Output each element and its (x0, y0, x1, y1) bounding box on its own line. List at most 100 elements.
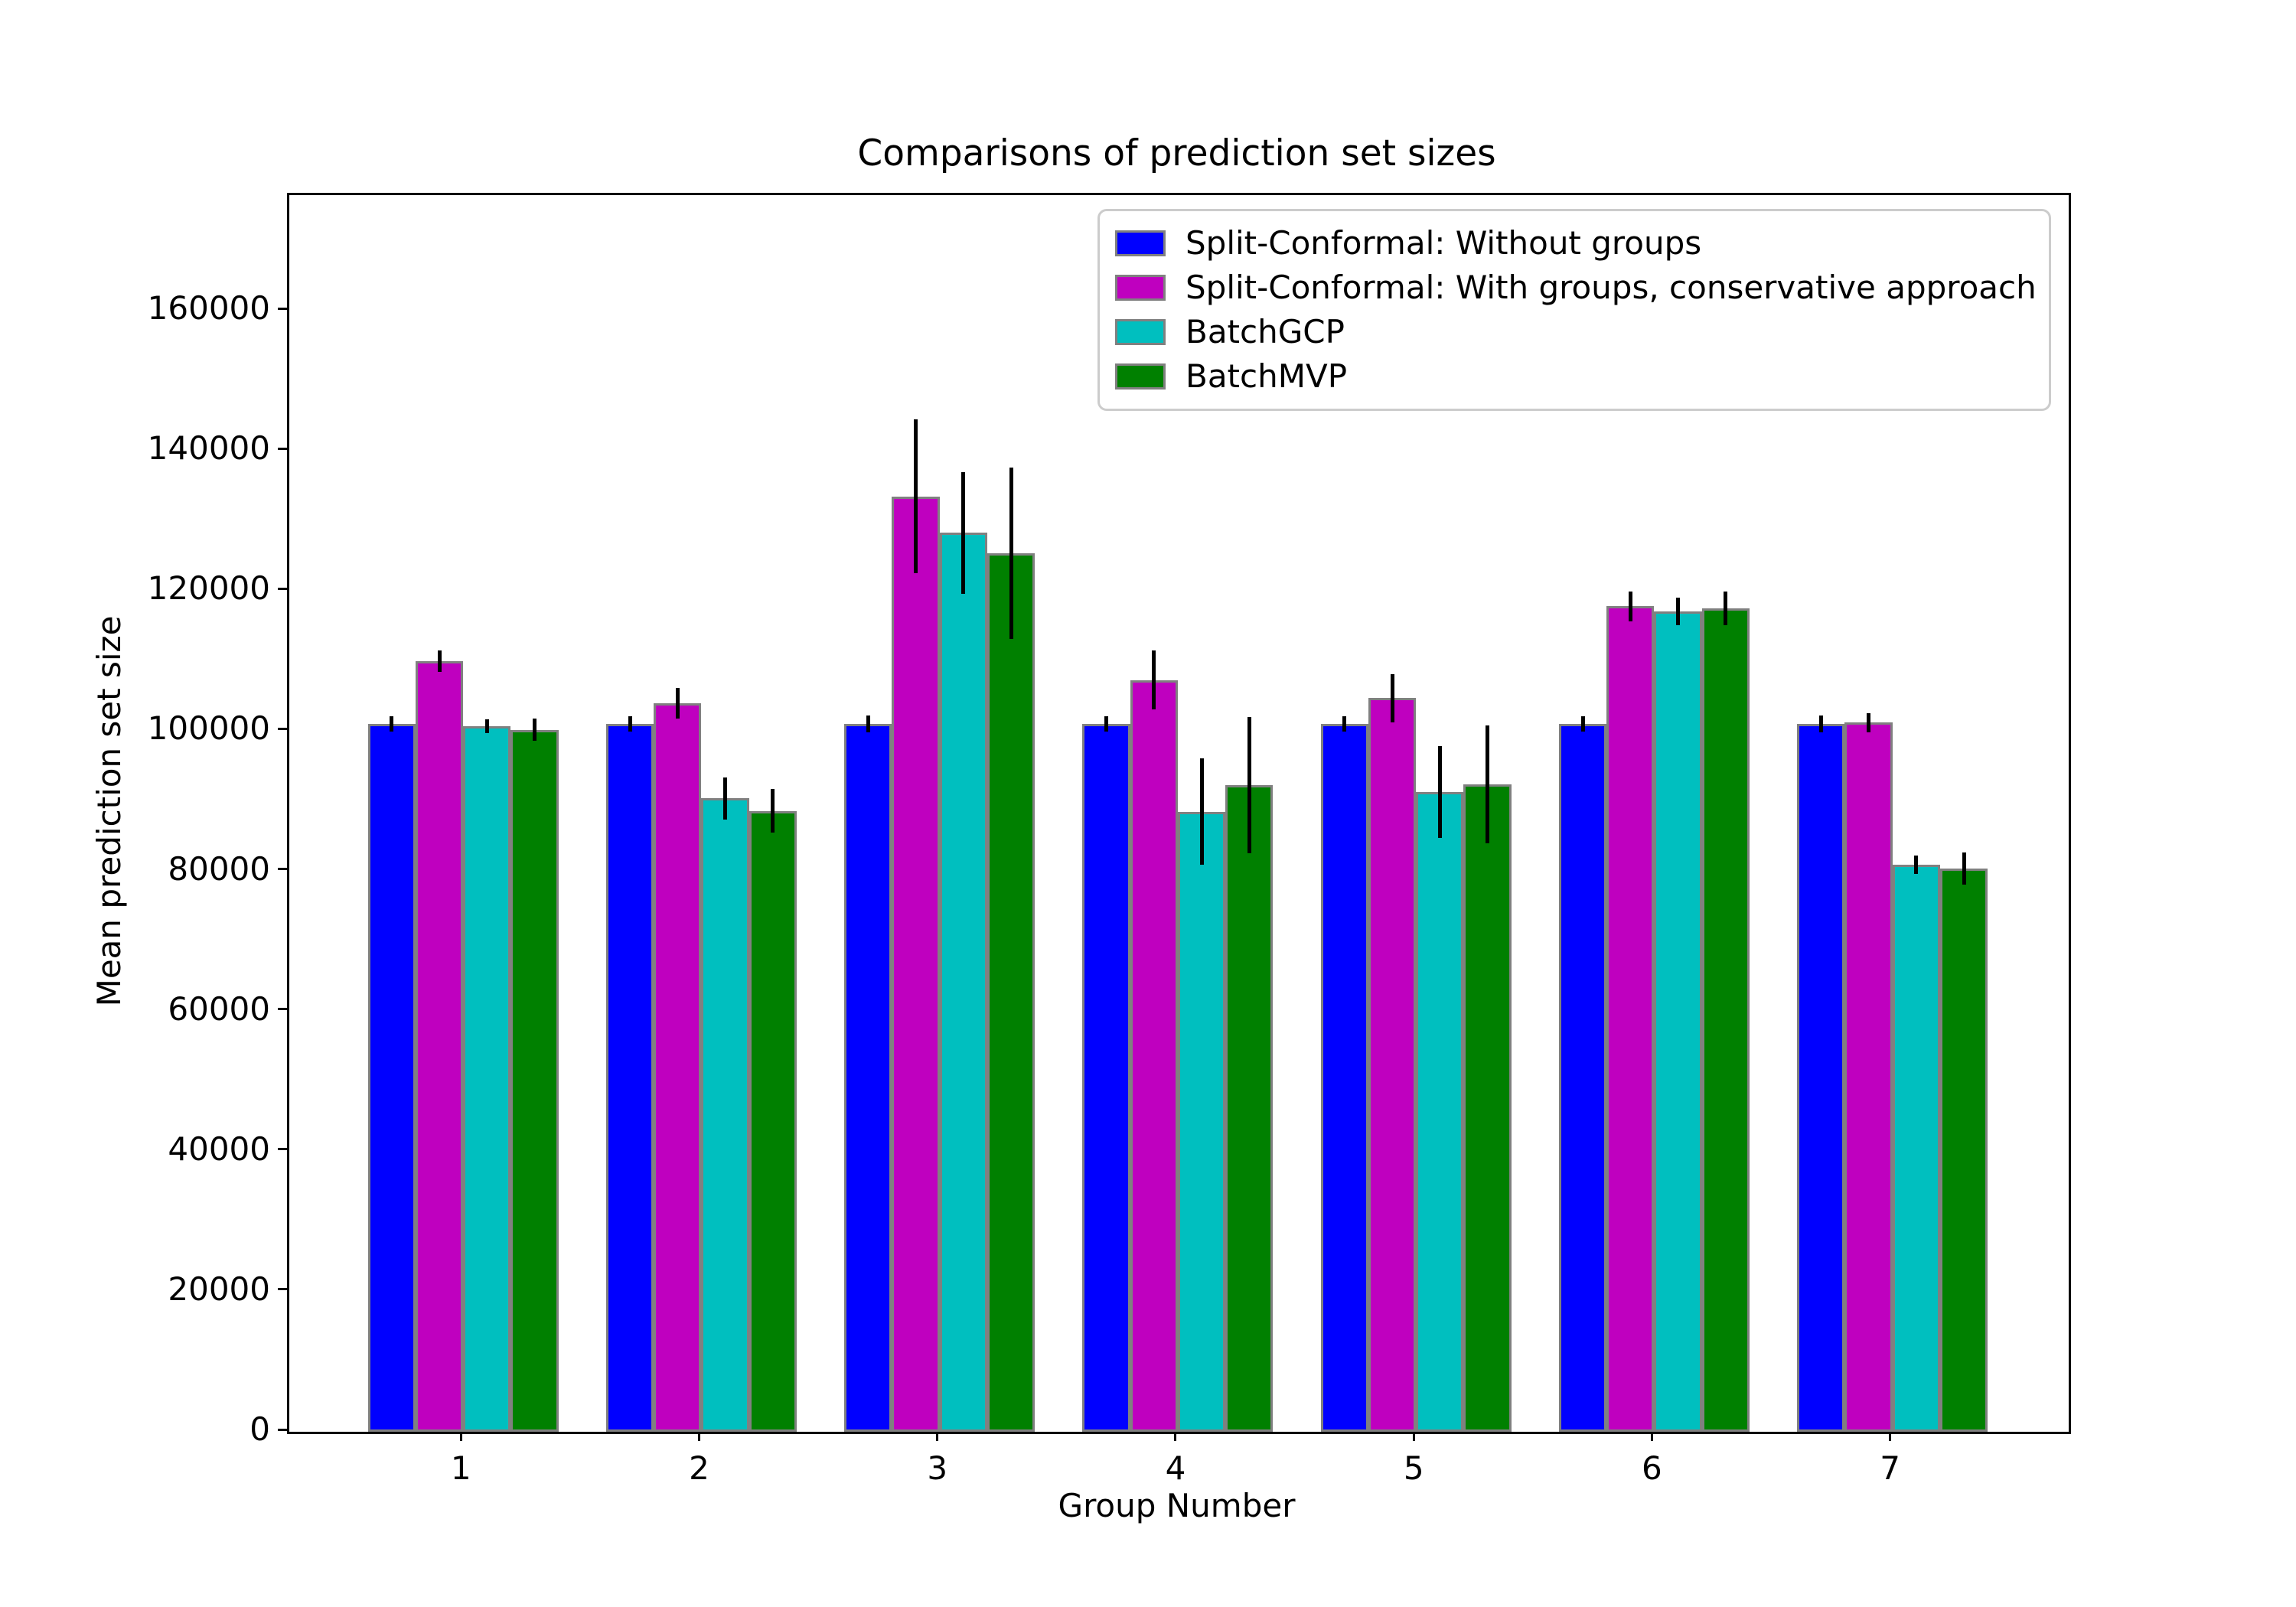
bar-group6-series1 (1558, 724, 1607, 1432)
bar-group3-series4 (987, 553, 1035, 1432)
legend-swatch-icon-2 (1115, 275, 1166, 301)
bar-group1-series2 (415, 660, 464, 1432)
error-bar-group1-series4 (533, 718, 537, 742)
x-tick-mark-4 (1174, 1432, 1177, 1441)
y-tick-label-160000: 160000 (147, 289, 270, 328)
y-tick-mark-140000 (278, 447, 287, 450)
bar-group5-series4 (1463, 784, 1512, 1432)
x-tick-label-5: 5 (1403, 1449, 1424, 1487)
bar-group4-series4 (1225, 784, 1274, 1432)
bar-group7-series2 (1844, 722, 1893, 1432)
error-bar-group7-series4 (1962, 852, 1966, 885)
y-tick-mark-80000 (278, 868, 287, 871)
error-bar-group7-series2 (1867, 712, 1871, 733)
x-tick-label-7: 7 (1880, 1449, 1901, 1487)
error-bar-group1-series1 (390, 716, 394, 732)
bar-group1-series1 (367, 724, 416, 1432)
y-tick-label-120000: 120000 (147, 569, 270, 608)
bar-group2-series2 (654, 702, 702, 1432)
y-tick-label-60000: 60000 (168, 989, 270, 1028)
x-tick-label-4: 4 (1165, 1449, 1186, 1487)
error-bar-group2-series4 (771, 789, 775, 833)
y-tick-label-0: 0 (249, 1410, 270, 1448)
bar-group4-series2 (1130, 680, 1178, 1432)
y-tick-label-40000: 40000 (168, 1129, 270, 1168)
error-bar-group4-series4 (1247, 717, 1251, 853)
bar-group2-series1 (605, 724, 654, 1432)
bar-group7-series1 (1797, 724, 1845, 1432)
bar-group5-series1 (1320, 724, 1368, 1432)
error-bar-group6-series1 (1580, 716, 1585, 732)
y-tick-label-140000: 140000 (147, 429, 270, 468)
error-bar-group4-series3 (1199, 758, 1204, 865)
error-bar-group3-series2 (914, 419, 918, 574)
error-bar-group3-series4 (1009, 468, 1013, 639)
x-tick-mark-1 (459, 1432, 462, 1441)
x-tick-mark-3 (936, 1432, 939, 1441)
x-tick-label-2: 2 (689, 1449, 709, 1487)
x-tick-label-1: 1 (450, 1449, 471, 1487)
y-tick-label-20000: 20000 (168, 1270, 270, 1308)
error-bar-group2-series1 (628, 716, 632, 732)
bar-group3-series1 (844, 724, 892, 1432)
y-axis-label: Mean prediction set size (90, 615, 128, 1007)
y-tick-mark-100000 (278, 727, 287, 730)
x-tick-mark-6 (1650, 1432, 1653, 1441)
error-bar-group5-series1 (1342, 716, 1347, 732)
bar-group2-series3 (701, 798, 749, 1432)
legend-label-1: Split-Conformal: Without groups (1186, 224, 1702, 262)
bar-group2-series4 (748, 810, 797, 1432)
bar-group5-series3 (1416, 792, 1464, 1432)
error-bar-group7-series3 (1914, 856, 1919, 875)
bar-group4-series3 (1177, 811, 1226, 1432)
bar-group6-series3 (1654, 611, 1702, 1432)
bar-group4-series1 (1082, 724, 1130, 1432)
x-tick-mark-2 (697, 1432, 700, 1441)
legend: Split-Conformal: Without groups Split-Con… (1097, 209, 2051, 411)
legend-label-4: BatchMVP (1186, 357, 1348, 395)
bar-group6-series2 (1606, 606, 1655, 1432)
legend-swatch-icon-3 (1115, 319, 1166, 345)
y-tick-mark-40000 (278, 1148, 287, 1151)
legend-label-2: Split-Conformal: With groups, conservati… (1186, 269, 2037, 306)
x-tick-mark-5 (1412, 1432, 1415, 1441)
error-bar-group6-series4 (1724, 592, 1728, 626)
bar-group1-series3 (463, 726, 511, 1432)
legend-item-4: BatchMVP (1115, 356, 2033, 397)
error-bar-group4-series2 (1152, 650, 1156, 710)
legend-swatch-icon-1 (1115, 230, 1166, 256)
error-bar-group2-series3 (723, 777, 728, 820)
error-bar-group5-series2 (1390, 674, 1394, 722)
legend-item-3: BatchGCP (1115, 311, 2033, 353)
bar-group1-series4 (510, 729, 559, 1432)
error-bar-group7-series1 (1818, 715, 1823, 733)
y-tick-mark-160000 (278, 307, 287, 310)
y-tick-mark-60000 (278, 1008, 287, 1011)
error-bar-group6-series2 (1628, 592, 1632, 621)
error-bar-group4-series1 (1104, 716, 1109, 732)
error-bar-group1-series3 (484, 719, 489, 734)
bar-group3-series2 (892, 496, 940, 1432)
x-tick-label-6: 6 (1642, 1449, 1662, 1487)
legend-item-1: Split-Conformal: Without groups (1115, 223, 2033, 264)
legend-swatch-icon-4 (1115, 363, 1166, 390)
error-bar-group5-series3 (1437, 745, 1442, 839)
y-tick-mark-120000 (278, 587, 287, 590)
x-axis-label: Group Number (1058, 1487, 1296, 1524)
error-bar-group3-series3 (961, 471, 966, 594)
y-tick-label-80000: 80000 (168, 849, 270, 888)
legend-item-2: Split-Conformal: With groups, conservati… (1115, 267, 2037, 308)
y-tick-label-100000: 100000 (147, 709, 270, 748)
y-tick-mark-0 (278, 1428, 287, 1431)
bar-group5-series2 (1368, 698, 1417, 1432)
x-tick-label-3: 3 (927, 1449, 948, 1487)
error-bar-group3-series1 (866, 715, 870, 733)
error-bar-group5-series4 (1486, 725, 1490, 843)
bar-group7-series4 (1939, 868, 1988, 1432)
error-bar-group1-series2 (437, 650, 442, 672)
bar-group3-series3 (939, 533, 987, 1432)
y-tick-mark-20000 (278, 1288, 287, 1291)
legend-label-3: BatchGCP (1186, 313, 1345, 350)
bar-group7-series3 (1892, 865, 1940, 1432)
